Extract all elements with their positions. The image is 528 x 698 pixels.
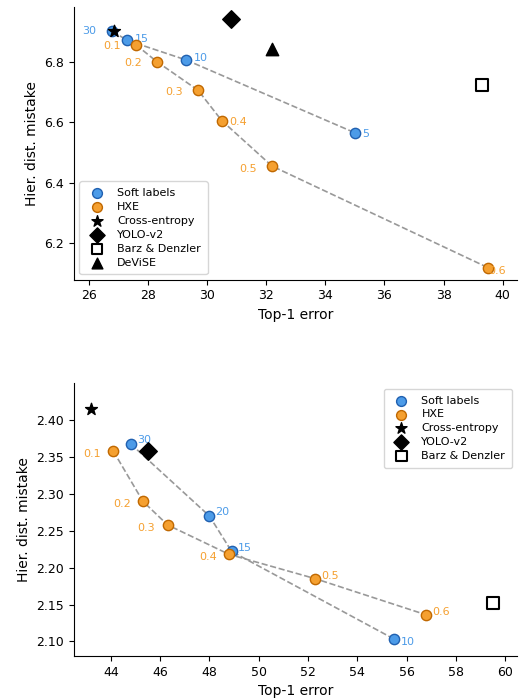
Point (110, 26, 118, 37)
Text: 10: 10 (194, 54, 208, 64)
Text: 0.5: 0.5 (322, 571, 339, 581)
Point (268, 161, 276, 172)
Point (422, 609, 430, 621)
Text: 0.1: 0.1 (83, 449, 101, 459)
Point (268, 43, 276, 54)
Text: 15: 15 (135, 34, 148, 44)
Text: 0.2: 0.2 (124, 58, 142, 68)
Point (139, 496, 147, 507)
Point (311, 573, 319, 584)
Point (351, 127, 359, 138)
Point (218, 115, 226, 126)
Point (228, 546, 236, 557)
Point (227, 13, 235, 24)
Text: 0.6: 0.6 (488, 266, 505, 276)
Point (205, 510, 214, 521)
Point (484, 262, 492, 273)
Text: 5: 5 (362, 129, 369, 140)
Legend: Soft labels, HXE, Cross-entropy, YOLO-v2, Barz & Denzler: Soft labels, HXE, Cross-entropy, YOLO-v2… (384, 389, 512, 468)
Point (126, 438, 135, 450)
Text: 30: 30 (82, 27, 96, 36)
Point (132, 39, 140, 50)
Point (478, 80, 486, 91)
Text: 0.1: 0.1 (103, 41, 121, 52)
X-axis label: Top-1 error: Top-1 error (258, 685, 333, 698)
Point (390, 634, 399, 645)
Text: 0.4: 0.4 (199, 552, 217, 563)
Text: 0.3: 0.3 (166, 87, 183, 97)
Point (144, 445, 152, 456)
Point (153, 56, 161, 67)
Text: 15: 15 (238, 543, 252, 553)
Text: 0.6: 0.6 (432, 607, 450, 617)
Text: 10: 10 (400, 637, 414, 647)
X-axis label: Top-1 error: Top-1 error (258, 308, 333, 322)
Point (109, 445, 118, 456)
Text: 0.4: 0.4 (229, 117, 247, 127)
Text: 0.5: 0.5 (240, 163, 257, 174)
Point (108, 26, 117, 37)
Point (488, 597, 497, 609)
Text: 0.2: 0.2 (113, 499, 130, 510)
Point (123, 35, 131, 46)
Y-axis label: Hier. dist. mistake: Hier. dist. mistake (25, 81, 39, 206)
Point (163, 519, 172, 530)
Text: 0.3: 0.3 (138, 523, 155, 533)
Point (87, 403, 96, 415)
Point (194, 84, 202, 96)
Point (182, 54, 191, 66)
Text: 20: 20 (215, 507, 230, 517)
Text: 30: 30 (137, 435, 151, 445)
Y-axis label: Hier. dist. mistake: Hier. dist. mistake (17, 457, 31, 582)
Legend: Soft labels, HXE, Cross-entropy, YOLO-v2, Barz & Denzler, DeViSE: Soft labels, HXE, Cross-entropy, YOLO-v2… (80, 181, 208, 274)
Point (225, 549, 233, 560)
